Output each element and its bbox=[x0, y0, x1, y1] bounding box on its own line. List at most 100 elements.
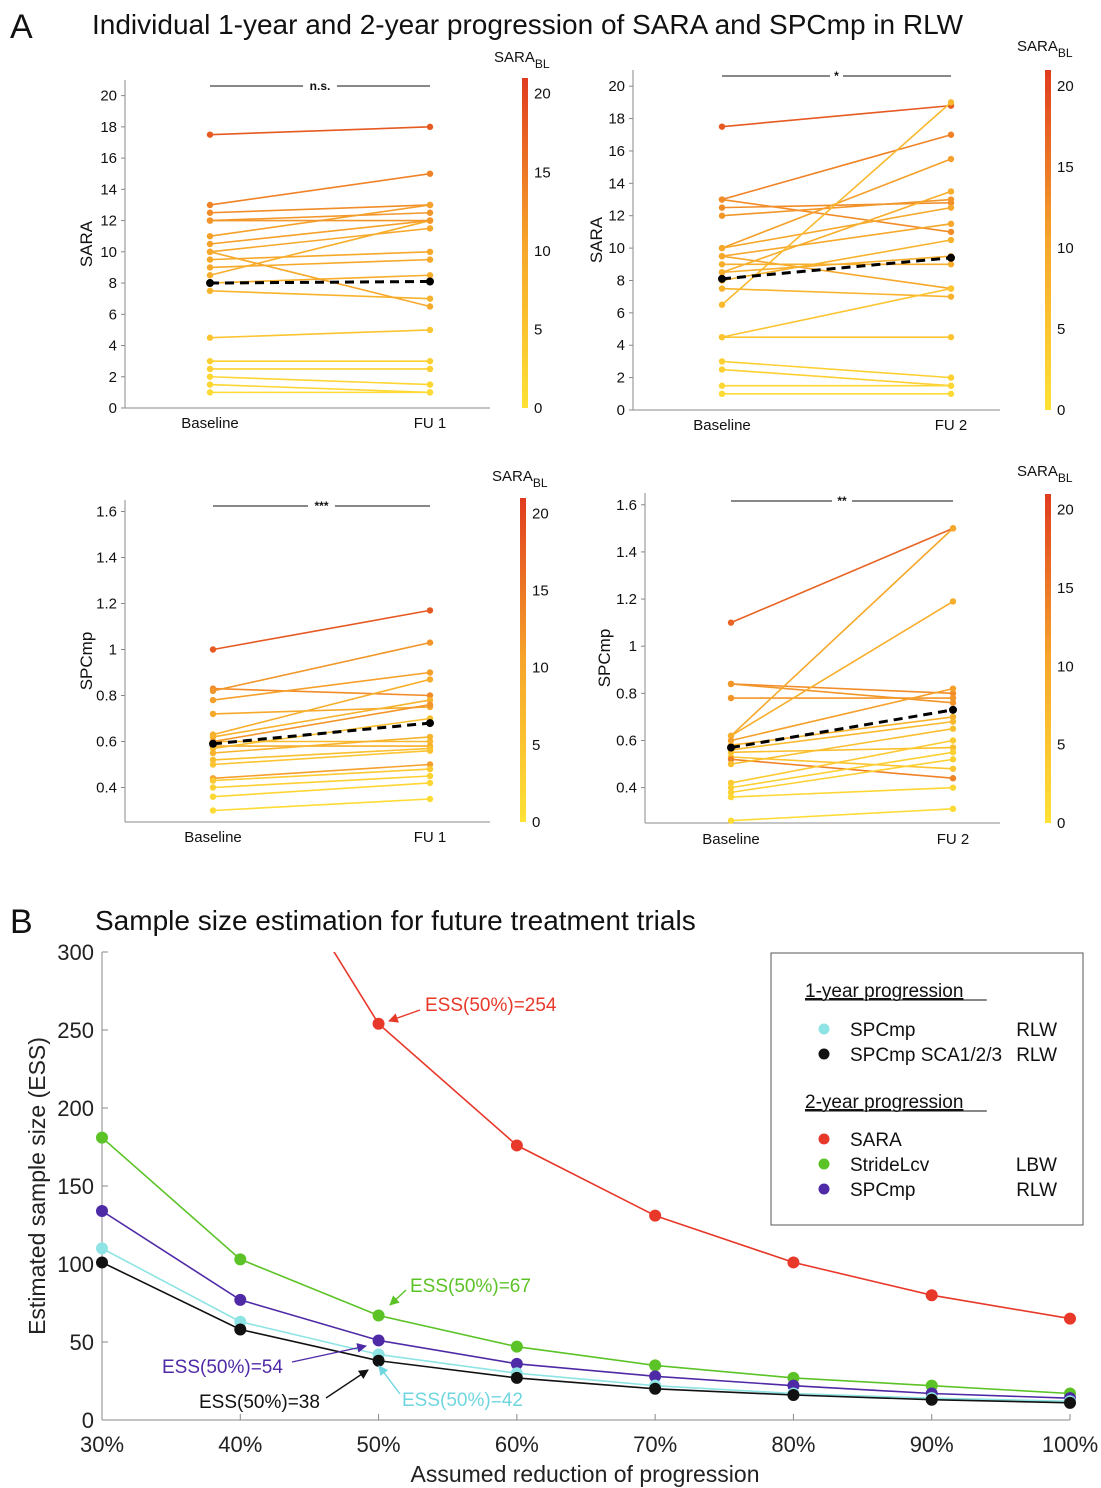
subject-line bbox=[209, 172, 431, 206]
subject-point-followup bbox=[947, 228, 955, 236]
subject-point-baseline bbox=[727, 619, 735, 626]
subject-point-baseline bbox=[718, 261, 726, 268]
subject-point-followup bbox=[947, 333, 955, 341]
subject-line bbox=[212, 703, 431, 743]
subject-line bbox=[212, 678, 431, 736]
subject-point-baseline bbox=[209, 749, 217, 757]
subject-line bbox=[730, 683, 954, 695]
legend-item-label: SPCmp bbox=[850, 1180, 915, 1201]
subject-line bbox=[212, 798, 431, 812]
series-point bbox=[510, 1371, 523, 1384]
significance-label: ** bbox=[837, 494, 847, 508]
subject-point-baseline bbox=[727, 779, 735, 787]
colorbar-tick-label: 0 bbox=[1057, 815, 1065, 832]
y-tick-label: 0.4 bbox=[616, 780, 637, 797]
y-tick-label: 2 bbox=[109, 369, 117, 386]
subject-point-baseline bbox=[718, 382, 726, 389]
series-point bbox=[925, 1393, 938, 1406]
subject-line bbox=[730, 683, 954, 704]
subject-point-baseline bbox=[206, 287, 214, 295]
series-point bbox=[234, 1293, 247, 1306]
annotation-label: ESS(50%)=67 bbox=[410, 1276, 531, 1297]
subject-point-baseline bbox=[718, 252, 726, 260]
series-point bbox=[1064, 1396, 1076, 1409]
subject-point-baseline bbox=[206, 217, 214, 224]
colorbar-tick-label: 15 bbox=[534, 164, 551, 181]
panel-a2-sara-fu2: 0 2 4 6 8 10 12 14 16 18 20 SARA Baseline FU 2 * 0 5 10 15… bbox=[587, 38, 1074, 434]
series-point bbox=[510, 1340, 523, 1353]
mean-point-followup bbox=[426, 277, 434, 286]
subject-point-followup bbox=[949, 744, 957, 751]
subject-line bbox=[212, 699, 431, 738]
legend-item-label: SPCmp SCA1/2/3 bbox=[850, 1045, 1002, 1066]
series-point bbox=[372, 1309, 385, 1322]
colorbar-tick-label: 0 bbox=[532, 814, 540, 831]
legend-marker bbox=[818, 1158, 830, 1170]
x-tick-label: 60% bbox=[495, 1432, 539, 1457]
mean-point-followup bbox=[949, 705, 957, 714]
subject-point-baseline bbox=[206, 373, 214, 380]
subject-line bbox=[721, 287, 952, 338]
legend-box bbox=[770, 952, 1084, 1226]
subject-point-baseline bbox=[727, 817, 735, 824]
subject-point-baseline bbox=[206, 365, 214, 373]
series-point bbox=[925, 1289, 938, 1302]
subject-point-baseline bbox=[727, 793, 735, 801]
series-line bbox=[101, 1261, 1071, 1404]
colorbar-title: SARABL bbox=[1017, 463, 1073, 485]
mean-line bbox=[721, 256, 952, 281]
legend-marker bbox=[818, 1133, 830, 1145]
subject-point-followup bbox=[426, 779, 434, 787]
series-line bbox=[333, 952, 1071, 1320]
y-tick-label: 0.8 bbox=[96, 688, 117, 705]
subject-point-followup bbox=[949, 718, 957, 725]
significance-bg bbox=[303, 79, 337, 89]
panel-a3-spcmp-fu1: 0.4 0.6 0.8 1 1.2 1.4 1.6 SPCmp Baseline FU 1 *** 0… bbox=[77, 468, 549, 846]
series-point bbox=[372, 1017, 385, 1030]
subject-line bbox=[721, 101, 952, 306]
series-point bbox=[372, 1354, 385, 1367]
mean-line bbox=[730, 708, 954, 750]
subject-line bbox=[730, 758, 954, 794]
series-point bbox=[510, 1357, 523, 1370]
series-point bbox=[96, 1131, 108, 1144]
x-tick-label: FU 2 bbox=[935, 417, 968, 434]
colorbar-tick-label: 10 bbox=[1057, 240, 1074, 257]
subject-point-baseline bbox=[727, 737, 735, 744]
subject-line bbox=[730, 786, 954, 798]
subject-point-followup bbox=[426, 170, 434, 177]
subject-line bbox=[209, 219, 431, 277]
y-axis-label: SARA bbox=[587, 216, 606, 263]
x-tick-label: 90% bbox=[910, 1432, 954, 1457]
annotation-arrow bbox=[378, 1365, 401, 1395]
annotation-arrow bbox=[389, 1289, 407, 1306]
panel-a-label: A bbox=[10, 8, 33, 46]
subject-point-followup bbox=[426, 389, 434, 396]
subject-line bbox=[721, 198, 952, 233]
significance-bg bbox=[830, 69, 843, 79]
annotation-label: ESS(50%)=42 bbox=[402, 1390, 523, 1411]
y-axis-label: SARA bbox=[77, 220, 96, 267]
subject-point-baseline bbox=[727, 789, 735, 796]
subject-point-baseline bbox=[206, 381, 214, 388]
subject-line bbox=[730, 739, 954, 784]
subject-point-baseline bbox=[209, 777, 217, 784]
y-axis-label: SPCmp bbox=[595, 629, 614, 688]
subject-point-followup bbox=[947, 285, 955, 292]
mean-point-followup bbox=[426, 719, 434, 728]
subject-point-followup bbox=[947, 382, 955, 389]
subject-point-followup bbox=[949, 690, 957, 697]
legend-item-label: StrideLcv bbox=[850, 1155, 930, 1176]
subject-point-followup bbox=[426, 765, 434, 773]
x-axis-label: Assumed reduction of progression bbox=[410, 1461, 759, 1487]
subject-point-followup bbox=[426, 761, 434, 768]
series-point bbox=[787, 1256, 800, 1269]
subject-point-followup bbox=[947, 390, 955, 398]
annotation-label: ESS(50%)=38 bbox=[199, 1392, 320, 1413]
subject-point-baseline bbox=[727, 680, 735, 688]
subject-point-baseline bbox=[209, 733, 217, 741]
subject-point-followup bbox=[426, 357, 434, 365]
series-line bbox=[101, 1210, 1071, 1399]
colorbar-tick-label: 15 bbox=[532, 583, 549, 600]
subject-line bbox=[721, 133, 952, 201]
